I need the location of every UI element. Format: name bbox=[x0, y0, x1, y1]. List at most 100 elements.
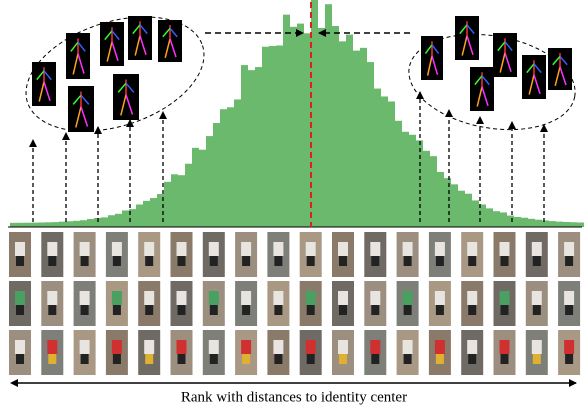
person-top bbox=[564, 340, 575, 354]
person-top bbox=[338, 291, 348, 305]
person-top bbox=[144, 291, 155, 305]
hist-bar bbox=[199, 149, 206, 227]
person-top bbox=[564, 242, 575, 256]
person-top bbox=[79, 242, 90, 256]
limb bbox=[139, 24, 148, 35]
rank-arrow-head bbox=[10, 379, 18, 387]
person-top bbox=[15, 291, 25, 305]
limb bbox=[466, 35, 474, 55]
person-bottom bbox=[80, 305, 89, 315]
hist-bar bbox=[458, 190, 465, 227]
limb bbox=[75, 106, 82, 128]
limb bbox=[117, 82, 127, 93]
image-grid bbox=[9, 232, 581, 375]
person-bottom bbox=[565, 256, 574, 266]
person-top bbox=[467, 340, 478, 354]
person-bottom bbox=[145, 354, 154, 364]
limb bbox=[72, 94, 82, 105]
hist-bar bbox=[185, 163, 192, 227]
person-top bbox=[47, 291, 58, 305]
hist-bar bbox=[255, 67, 262, 227]
hist-bar bbox=[269, 45, 276, 227]
hist-bar bbox=[66, 221, 73, 227]
limb bbox=[533, 63, 542, 74]
person-top bbox=[241, 242, 252, 256]
hist-bar bbox=[479, 204, 486, 227]
person-bottom bbox=[403, 256, 412, 266]
limb bbox=[526, 63, 535, 74]
hist-bar bbox=[360, 47, 367, 227]
person-top bbox=[47, 242, 58, 256]
hist-bar bbox=[171, 174, 178, 227]
limb bbox=[162, 27, 171, 38]
hist-bar bbox=[178, 175, 185, 227]
hist-bar bbox=[157, 194, 164, 227]
limb bbox=[474, 75, 483, 86]
hist-bar bbox=[493, 211, 500, 227]
person-top bbox=[370, 242, 381, 256]
person-bottom bbox=[468, 305, 477, 315]
limb bbox=[104, 30, 113, 41]
person-top bbox=[305, 242, 316, 256]
hist-bar bbox=[472, 200, 479, 227]
person-bottom bbox=[48, 305, 57, 315]
hist-bar bbox=[430, 156, 437, 227]
limb bbox=[528, 74, 535, 95]
hist-bar bbox=[451, 184, 458, 227]
person-top bbox=[305, 291, 316, 305]
hist-bar bbox=[122, 210, 129, 227]
hist-bar bbox=[402, 131, 409, 227]
person-top bbox=[338, 340, 348, 354]
person-top bbox=[499, 291, 510, 305]
person-top bbox=[111, 291, 122, 305]
limb bbox=[481, 75, 490, 86]
person-bottom bbox=[145, 305, 154, 315]
hist-bar bbox=[234, 99, 241, 227]
hist-bar bbox=[381, 96, 388, 228]
hist-bar bbox=[570, 222, 577, 227]
limb bbox=[125, 94, 134, 115]
hist-bar bbox=[353, 50, 360, 227]
person-top bbox=[499, 340, 510, 354]
person-bottom bbox=[177, 305, 186, 315]
limb bbox=[120, 94, 127, 116]
person-top bbox=[176, 242, 187, 256]
hist-bar bbox=[325, 4, 332, 228]
hist-bar bbox=[248, 70, 255, 227]
hist-bar bbox=[514, 216, 521, 227]
person-top bbox=[434, 340, 445, 354]
limb bbox=[504, 52, 512, 72]
person-top bbox=[467, 242, 478, 256]
person-bottom bbox=[274, 354, 283, 364]
person-bottom bbox=[306, 354, 315, 364]
hist-bar bbox=[542, 220, 549, 227]
hist-bar bbox=[220, 109, 227, 227]
person-bottom bbox=[112, 305, 121, 315]
person-bottom bbox=[565, 305, 574, 315]
hist-bar bbox=[437, 171, 444, 227]
person-bottom bbox=[532, 354, 541, 364]
person-top bbox=[467, 291, 478, 305]
hist-bar bbox=[164, 181, 171, 227]
person-top bbox=[241, 340, 252, 354]
hist-bar bbox=[465, 193, 472, 227]
limb bbox=[169, 38, 177, 58]
limb bbox=[111, 30, 120, 41]
hist-bar bbox=[115, 213, 122, 227]
limb bbox=[111, 41, 119, 61]
person-top bbox=[208, 242, 219, 256]
person-top bbox=[370, 340, 381, 354]
person-top bbox=[79, 340, 90, 354]
hist-bar bbox=[297, 23, 304, 227]
limb bbox=[70, 41, 79, 52]
hist-bar bbox=[94, 218, 101, 227]
hist-bar bbox=[108, 215, 115, 227]
person-top bbox=[499, 242, 510, 256]
limb bbox=[80, 94, 90, 105]
hist-bar bbox=[423, 150, 430, 227]
person-top bbox=[531, 242, 542, 256]
person-bottom bbox=[209, 305, 218, 315]
limb bbox=[139, 35, 147, 55]
person-bottom bbox=[532, 305, 541, 315]
person-top bbox=[564, 291, 575, 305]
